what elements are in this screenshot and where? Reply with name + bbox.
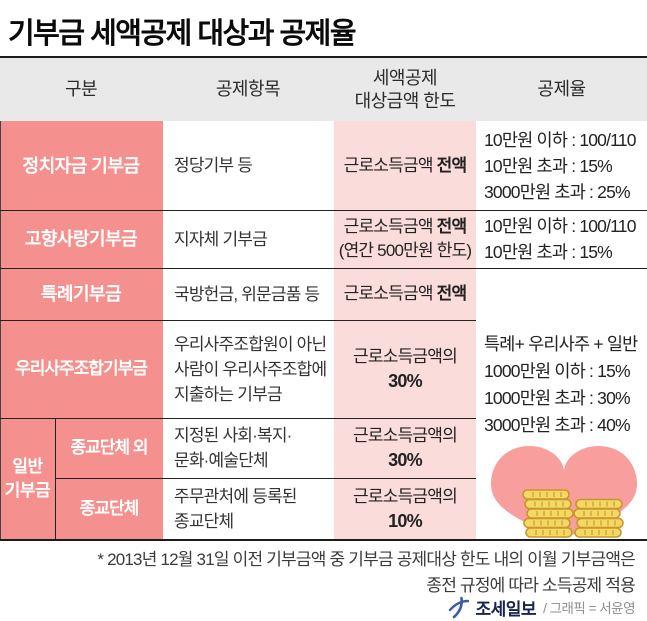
rate-line: 1000만원 이하 : 15% (484, 361, 631, 381)
item-line: 주무관처에 등록된 (174, 486, 297, 506)
bottom-rule (0, 539, 647, 541)
item-line: 지출하는 기부금 (174, 384, 283, 404)
limit-political-main: 근로소득금액 (343, 155, 434, 175)
rate-line: 10만원 이하 : 100/110 (484, 129, 636, 150)
limit-r-main: 근로소득금액의 (353, 486, 458, 506)
heart-coins-illustration (486, 444, 642, 539)
limit-esop-main: 근로소득금액의 (353, 347, 458, 366)
coins-icon (522, 489, 624, 538)
header-limit: 세액공제 대상금액 한도 (334, 58, 476, 121)
row-divider (0, 210, 647, 211)
limit-religious: 근로소득금액의 10% (334, 478, 476, 539)
rate-line: 3000만원 초과 : 40% (484, 415, 631, 435)
item-line: 지정된 사회·복지· (174, 426, 292, 445)
item-line: 종교단체 (174, 511, 234, 531)
table-header-background (0, 58, 647, 121)
item-religious: 주무관처에 등록된 종교단체 (174, 478, 332, 539)
rate-line: 10만원 이하 : 100/110 (484, 216, 636, 236)
item-hometown: 지자체 기부금 (174, 229, 268, 249)
credit-row: 조세일보 / 그래픽 = 서윤영 (448, 594, 635, 620)
item-esop: 우리사주조합원이 아닌 사람이 우리사주조합에 지출하는 기부금 (174, 320, 332, 418)
rate-line: 1000만원 초과 : 30% (484, 388, 631, 408)
limit-nr-bold: 30% (388, 450, 422, 470)
item-line: 사람이 우리사주조합에 (174, 359, 327, 379)
publisher-name: 조세일보 (475, 599, 537, 619)
row-divider (0, 320, 476, 321)
limit-non-religious: 근로소득금액의 30% (334, 418, 476, 478)
row-divider (55, 478, 476, 479)
limit-political-bold: 전액 (436, 155, 467, 175)
item-non-religious: 지정된 사회·복지· 문화·예술단체 (174, 418, 332, 478)
subcategory-religious: 종교단체 (79, 498, 140, 518)
limit-esop: 근로소득금액의 30% (334, 320, 476, 418)
item-line: 문화·예술단체 (174, 451, 269, 470)
graphic-byline: / 그래픽 = 서윤영 (543, 601, 635, 616)
category-hometown: 고향사랑기부금 (24, 229, 138, 249)
limit-special-bold: 전액 (436, 284, 467, 303)
heart-icon (491, 446, 637, 538)
header-limit-line2: 대상금액 한도 (354, 90, 456, 111)
rate-line: 10만원 초과 : 15% (484, 242, 613, 262)
category-political: 정치자금 기부금 (22, 155, 140, 176)
row-divider (0, 418, 476, 419)
rate-line: 3000만원 초과 : 25% (484, 181, 631, 202)
header-category: 구분 (64, 79, 98, 99)
subcategory-non-religious: 종교단체 외 (70, 438, 149, 457)
limit-esop-bold: 30% (388, 371, 422, 391)
rate-hometown: 10만원 이하 : 100/110 10만원 초과 : 15% (484, 210, 644, 268)
category-special: 특례기부금 (40, 284, 122, 304)
limit-hometown-bold: 전액 (436, 217, 467, 236)
category-general: 일반 기부금 (0, 418, 55, 539)
top-rule (0, 56, 647, 58)
rate-merged: 특례+ 우리사주 + 일반 1000만원 이하 : 15% 1000만원 초과 … (484, 331, 644, 439)
limit-hometown: 근로소득금액 전액 (연간 500만원 한도) (334, 210, 476, 268)
item-line: 우리사주조합원이 아닌 (174, 334, 327, 354)
limit-special: 근로소득금액 전액 (334, 268, 476, 320)
category-column-band (0, 121, 163, 539)
row-divider (0, 268, 647, 269)
limit-nr-main: 근로소득금액의 (353, 426, 458, 445)
rate-line: 10만원 초과 : 15% (484, 155, 613, 176)
category-general-line2: 기부금 (4, 480, 51, 500)
limit-political: 근로소득금액 전액 (334, 121, 476, 210)
header-rate: 공제율 (537, 79, 586, 99)
header-item: 공제항목 (215, 79, 281, 99)
item-special: 국방헌금, 위문금품 등 (174, 284, 320, 304)
column-divider (55, 418, 56, 539)
limit-r-bold: 10% (388, 510, 422, 531)
limit-hometown-main: 근로소득금액 (343, 217, 434, 236)
limit-special-main: 근로소득금액 (343, 284, 434, 303)
footnote-line: * 2013년 12월 31일 이전 기부금액 중 기부금 공제대상 한도 내의… (97, 550, 635, 569)
joseilbo-logo-icon (448, 596, 469, 618)
footnote: * 2013년 12월 31일 이전 기부금액 중 기부금 공제대상 한도 내의… (35, 547, 635, 599)
limit-column-band (334, 121, 476, 539)
limit-hometown-note: (연간 500만원 한도) (338, 241, 472, 260)
rate-line: 특례+ 우리사주 + 일반 (484, 334, 638, 354)
footnote-line: 종전 규정에 따라 소득공제 적용 (426, 576, 635, 595)
category-general-line1: 일반 (12, 456, 43, 476)
header-limit-line1: 세액공제 (372, 67, 438, 88)
rate-political: 10만원 이하 : 100/110 10만원 초과 : 15% 3000만원 초… (484, 121, 644, 210)
page-title: 기부금 세액공제 대상과 공제율 (8, 18, 357, 50)
item-political: 정당기부 등 (174, 156, 253, 175)
category-esop: 우리사주조합기부금 (15, 359, 148, 378)
